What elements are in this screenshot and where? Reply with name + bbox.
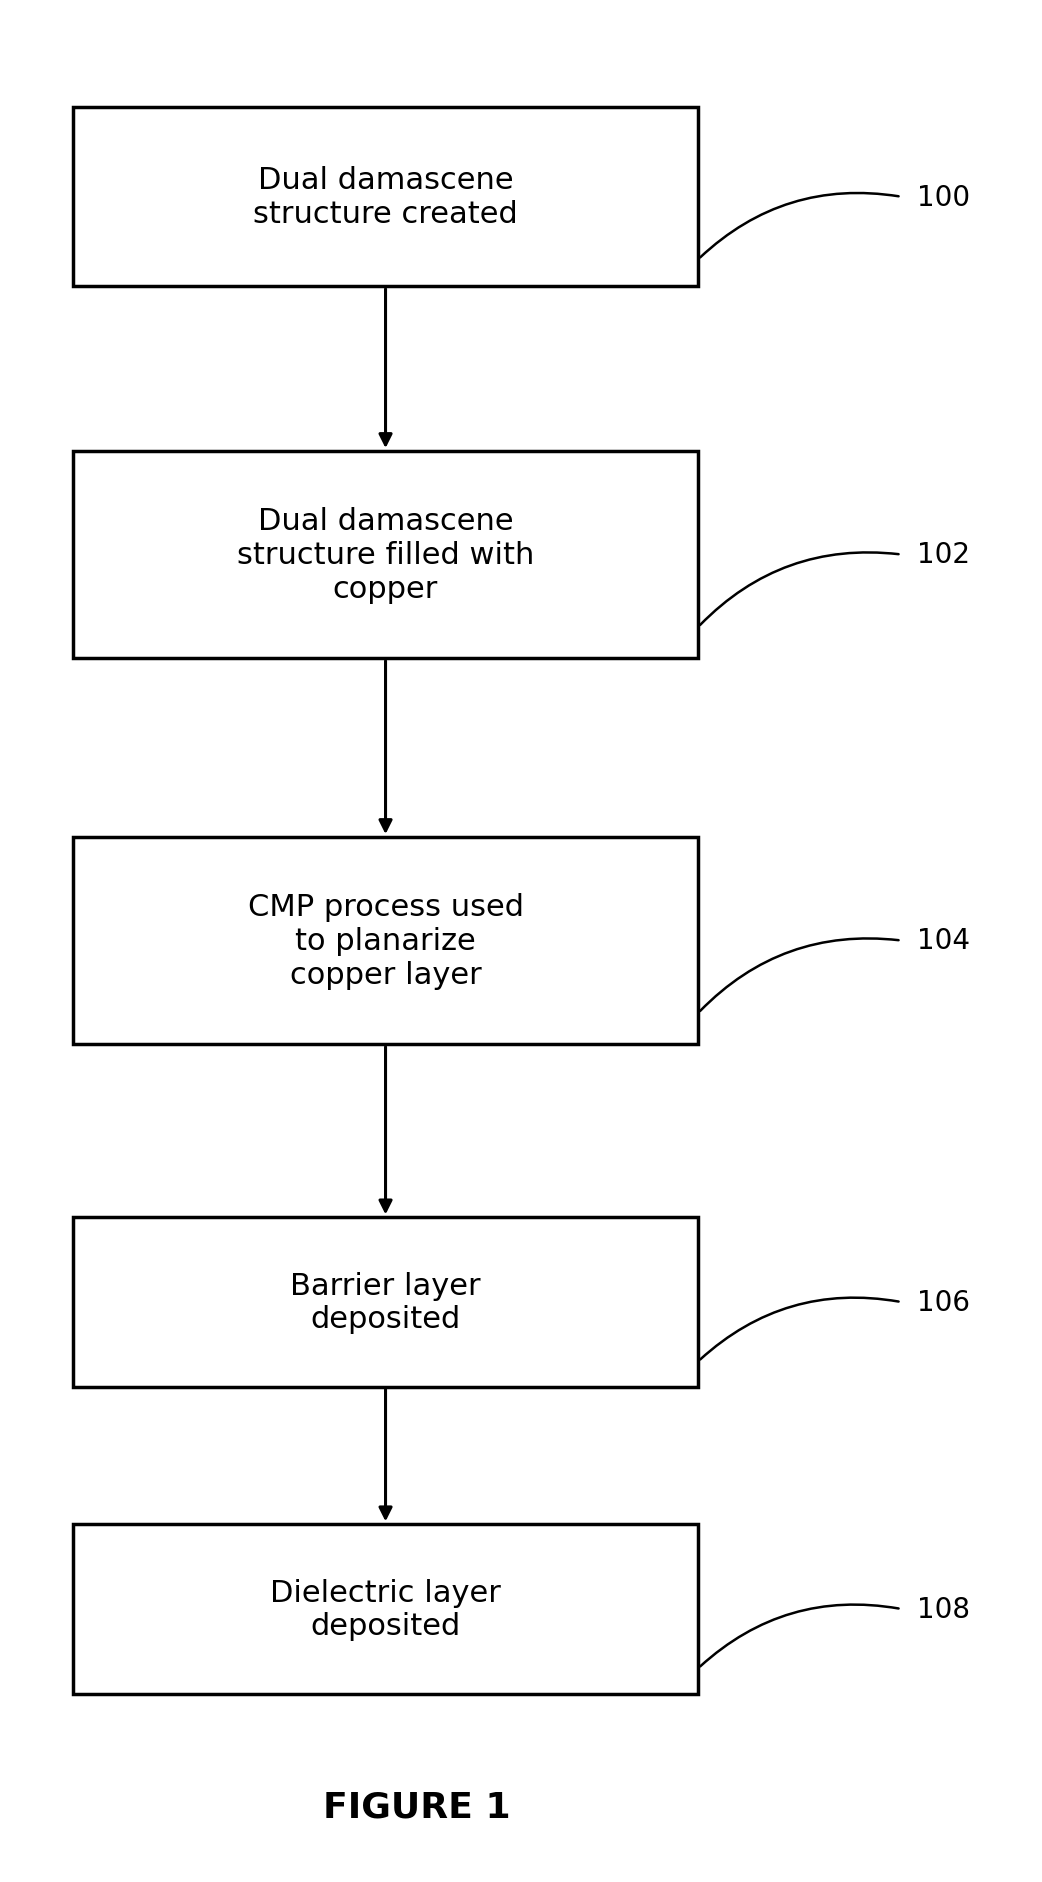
Text: 106: 106 [917, 1289, 970, 1316]
FancyBboxPatch shape [73, 452, 698, 659]
Text: 102: 102 [917, 542, 970, 568]
Text: 108: 108 [917, 1596, 970, 1622]
Text: FIGURE 1: FIGURE 1 [323, 1790, 511, 1824]
FancyBboxPatch shape [73, 1218, 698, 1387]
Text: 104: 104 [917, 928, 970, 954]
Text: Barrier layer
deposited: Barrier layer deposited [291, 1270, 480, 1334]
FancyBboxPatch shape [73, 837, 698, 1045]
Text: Dual damascene
structure created: Dual damascene structure created [253, 166, 518, 230]
Text: Dielectric layer
deposited: Dielectric layer deposited [270, 1577, 501, 1641]
FancyBboxPatch shape [73, 1524, 698, 1694]
Text: Dual damascene
structure filled with
copper: Dual damascene structure filled with cop… [237, 506, 535, 604]
FancyBboxPatch shape [73, 107, 698, 286]
Text: CMP process used
to planarize
copper layer: CMP process used to planarize copper lay… [248, 892, 523, 990]
Text: 100: 100 [917, 184, 970, 211]
